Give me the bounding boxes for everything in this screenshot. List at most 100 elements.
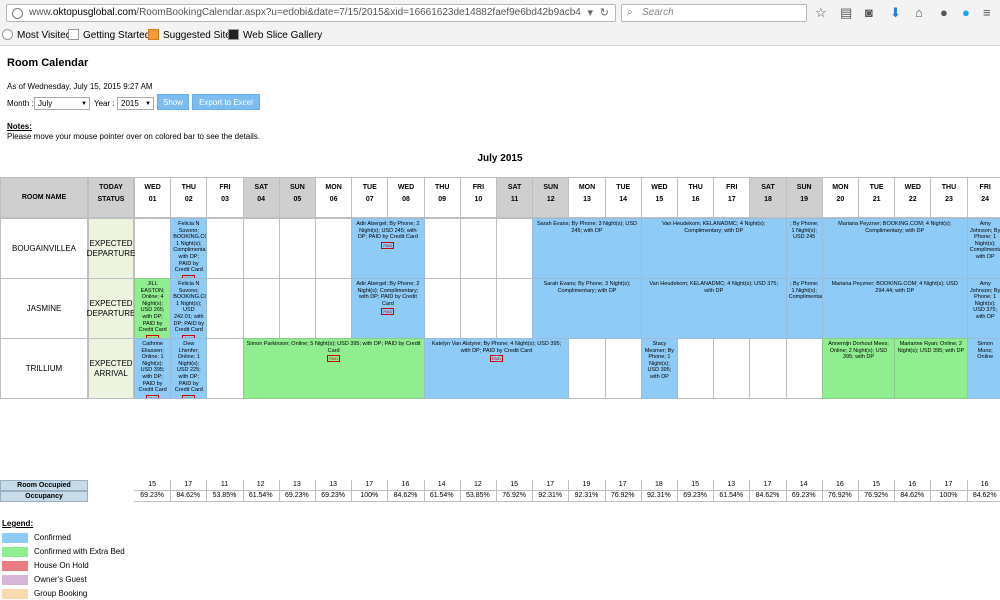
calendar-cell[interactable] [677, 338, 715, 399]
calendar-cell[interactable] [134, 218, 172, 279]
bookmark-web-slice-gallery[interactable]: Web Slice Gallery [228, 29, 322, 43]
calendar-cell[interactable] [568, 338, 606, 399]
booking-bar[interactable]: Adir Abergel; By Phone; 2 Night(s); USD … [351, 218, 425, 279]
year-select[interactable]: 2015 ▼ [117, 97, 154, 110]
search-placeholder: Search [642, 7, 674, 18]
booking-bar[interactable]: Simon Munz; Online [966, 338, 1000, 399]
calendar-cell[interactable] [749, 338, 787, 399]
calendar-cell[interactable] [496, 218, 534, 279]
booking-bar[interactable]: Van Heudekom; KELANADMC; 4 Night(s); Com… [640, 218, 787, 279]
booking-bar[interactable]: Mariana Peyzner; BOOKING.COM; 4 Night(s)… [821, 218, 968, 279]
calendar-cell[interactable] [459, 278, 497, 339]
booking-bar[interactable]: Amy Johnson; By Phone; 1 Night(s); USD 3… [966, 278, 1000, 339]
booking-details: Amy Johnson; By Phone; 1 Night(s); USD 3… [970, 281, 1000, 320]
calendar-cell[interactable] [206, 218, 244, 279]
download-icon[interactable]: ⬇ [890, 5, 901, 20]
day-of-week: SUN [290, 184, 305, 191]
search-input[interactable]: ⌕ Search [621, 4, 807, 22]
menu-icon[interactable]: ≡ [983, 5, 991, 20]
calendar-cell[interactable] [713, 338, 751, 399]
booking-bar[interactable]: Simon Parkinson; Online; 5 Night(s); USD… [242, 338, 425, 399]
booking-bar[interactable]: Sarah Evans; By Phone; 3 Night(s); USD 2… [532, 218, 642, 279]
month-label: Month : [7, 99, 34, 108]
room-occupied-count: 17 [604, 480, 642, 491]
booking-bar[interactable]: JILL EASTON; Online; 4 Night(s); USD 265… [134, 278, 172, 339]
booking-bar[interactable]: Mariana Peyzner; BOOKING.COM; 4 Night(s)… [821, 278, 968, 339]
day-number: 07 [365, 196, 374, 203]
day-number: 17 [727, 196, 736, 203]
page-icon [68, 29, 79, 40]
url-prefix: www. [29, 7, 53, 18]
bookmark-suggested-sites[interactable]: Suggested Sites [148, 29, 236, 43]
home-icon[interactable]: ⌂ [915, 5, 923, 20]
reload-icon[interactable]: ↻ [599, 7, 609, 19]
occupancy-percent: 84.62% [170, 491, 208, 502]
booking-bar[interactable]: Katelyn Van Alstyne; By Phone; 4 Night(s… [423, 338, 570, 399]
calendar-cell[interactable] [206, 338, 244, 399]
calendar-cell[interactable] [423, 278, 461, 339]
booking-bar[interactable]: Felicia N Suvono; BOOKING.COM; 1 Night(s… [170, 278, 208, 339]
day-header-20: MON 20 [821, 177, 859, 218]
page-content: Room Calendar As of Wednesday, July 15, … [0, 47, 1000, 599]
search-icon: ⌕ [627, 7, 633, 18]
bookmark-star-icon[interactable]: ☆ [815, 5, 827, 20]
calendar-cell[interactable] [242, 278, 280, 339]
bookmark-label: Web Slice Gallery [243, 30, 323, 41]
calendar-cell[interactable] [785, 338, 823, 399]
calendar-cell[interactable] [242, 218, 280, 279]
booking-bar[interactable]: Felicia N Suvono; BOOKING.COM; 1 Night(s… [170, 218, 208, 279]
booking-bar[interactable]: Dew Lhenfer; Online; 1 Night(s); USD 225… [170, 338, 208, 399]
booking-bar[interactable]: Annemijn Dorhout Mees; Online; 2 Night(s… [821, 338, 896, 399]
booking-bar[interactable]: ; By Phone; 1 Night(s); Complimentary [785, 278, 823, 339]
day-header-07: TUE 07 [351, 177, 389, 218]
calendar-cell[interactable] [459, 218, 497, 279]
month-select[interactable]: July ▼ [34, 97, 90, 110]
calendar-cell[interactable] [423, 218, 461, 279]
today-status-header: TODAY STATUS [88, 177, 134, 218]
booking-bar[interactable]: Amy Johnson; By Phone; 1 Night(s); Compl… [966, 218, 1000, 279]
dropdown-icon[interactable]: ▾ [587, 7, 593, 19]
legend-title: Legend: [2, 519, 34, 528]
day-of-week: WED [397, 184, 415, 191]
url-bar[interactable]: www.oktopusglobal.com/RoomBookingCalenda… [6, 4, 616, 22]
calendar-cell[interactable] [315, 278, 353, 339]
occupancy-percent: 61.54% [713, 491, 751, 502]
booking-bar[interactable]: ; By Phone; 1 Night(s); USD 245 [785, 218, 823, 279]
booking-details: Van Heudekom; KELANADMC; 4 Night(s); USD… [649, 281, 778, 294]
calendar-cell[interactable] [604, 338, 642, 399]
bookmark-most-visited[interactable]: Most Visited [2, 29, 71, 43]
booking-bar[interactable]: Adir Abergel; By Phone; 2 Night(s); Comp… [351, 278, 425, 339]
occupancy-percent: 84.62% [749, 491, 787, 502]
booking-bar[interactable]: Cathrine Eliassen; Online; 1 Night(s); U… [134, 338, 172, 399]
reader-list-icon[interactable]: ▤ [840, 5, 853, 20]
calendar-cell[interactable] [278, 218, 316, 279]
day-header-08: WED 08 [387, 177, 425, 218]
pocket-icon[interactable]: ◙ [865, 5, 873, 20]
calendar-cell[interactable] [278, 278, 316, 339]
room-occupied-count: 14 [423, 480, 461, 491]
booking-bar[interactable]: Stacy Mesmer; By Phone; 1 Night(s); USD … [640, 338, 678, 399]
bookmark-getting-started[interactable]: Getting Started [68, 29, 150, 43]
day-number: 04 [257, 196, 266, 203]
booking-details: Amy Johnson; By Phone; 1 Night(s); Compl… [969, 221, 1000, 260]
day-of-week: MON [832, 184, 849, 191]
day-of-week: TUE [869, 184, 884, 191]
booking-bar[interactable]: Van Heudekom; KELANADMC; 4 Night(s); USD… [640, 278, 787, 339]
occupancy-percent: 76.92% [604, 491, 642, 502]
day-number: 18 [764, 196, 772, 203]
calendar-cell[interactable] [206, 278, 244, 339]
booking-details: Felicia N Suvono; BOOKING.COM; 1 Night(s… [173, 281, 206, 334]
legend-label: Owner's Guest [34, 575, 87, 584]
show-button[interactable]: Show [157, 94, 189, 110]
booking-bar[interactable]: Sarah Evans; By Phone; 3 Night(s); Compl… [532, 278, 642, 339]
day-header-16: THU 16 [677, 177, 715, 218]
legend-swatch [2, 547, 28, 557]
export-excel-button[interactable]: Export to Excel [192, 94, 260, 110]
booking-bar[interactable]: Marianne Ryan; Online; 2 Night(s); USD 3… [894, 338, 968, 399]
room-occupied-count: 12 [242, 480, 280, 491]
calendar-cell[interactable] [496, 278, 534, 339]
chat-icon[interactable]: ● [940, 5, 948, 20]
calendar-cell[interactable] [315, 218, 353, 279]
skype-icon[interactable]: ● [962, 5, 970, 20]
occupancy-percent: 84.62% [966, 491, 1000, 502]
